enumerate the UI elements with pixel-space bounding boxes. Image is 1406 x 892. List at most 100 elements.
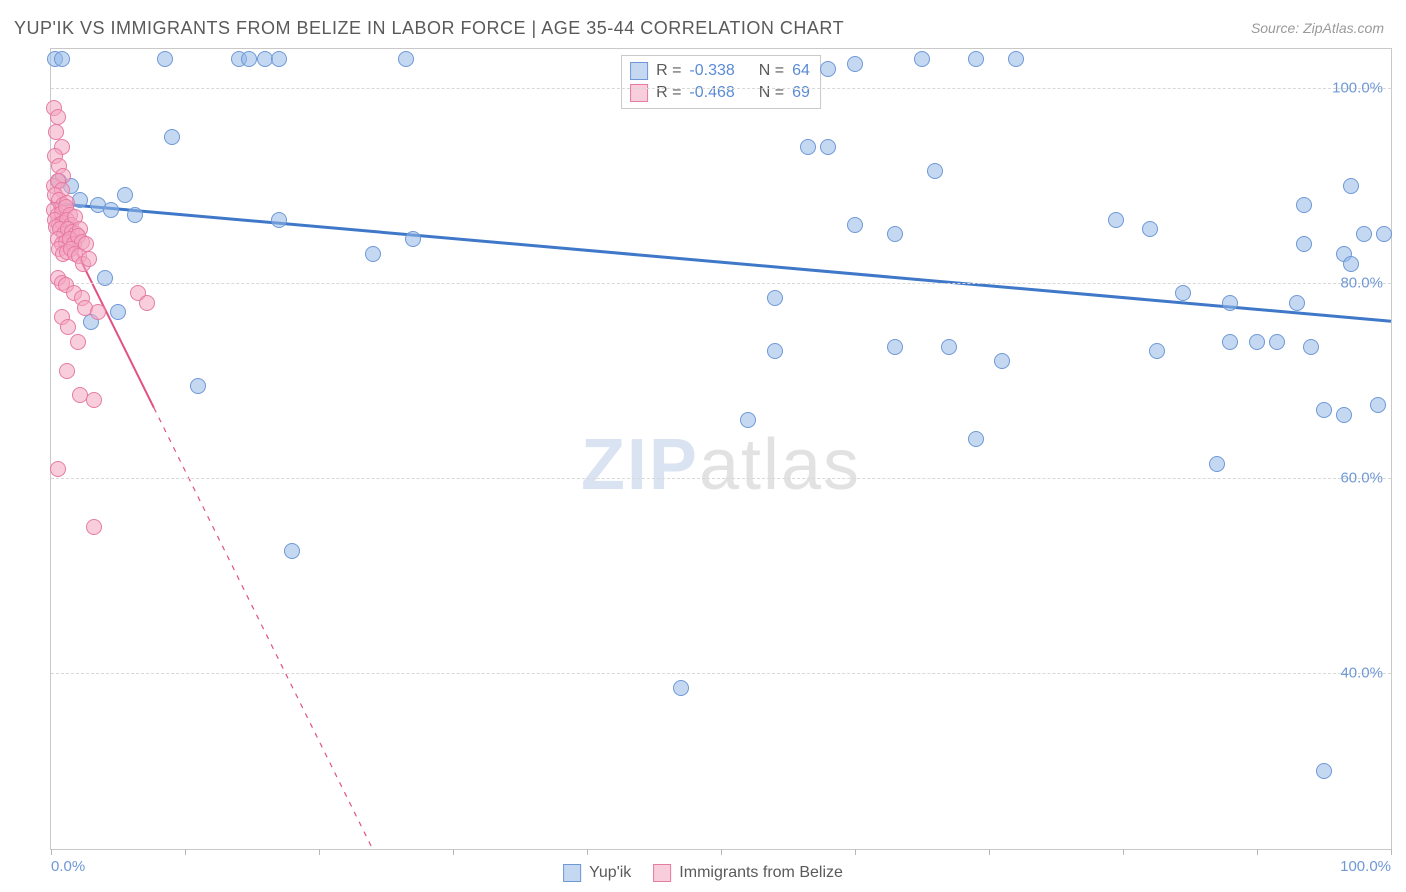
data-point xyxy=(398,51,414,67)
data-point xyxy=(97,270,113,286)
data-point xyxy=(1008,51,1024,67)
data-point xyxy=(820,61,836,77)
legend-label: Yup'ik xyxy=(589,864,631,882)
data-point xyxy=(103,202,119,218)
x-tick-mark xyxy=(1123,849,1124,855)
data-point xyxy=(767,343,783,359)
y-tick-label: 60.0% xyxy=(1340,470,1383,487)
data-point xyxy=(70,334,86,350)
legend-swatch xyxy=(563,864,581,882)
data-point xyxy=(1336,407,1352,423)
data-point xyxy=(117,187,133,203)
n-value: 69 xyxy=(792,82,810,104)
correlation-legend-row: R = -0.468 N = 69 xyxy=(630,82,810,104)
data-point xyxy=(241,51,257,67)
data-point xyxy=(1149,343,1165,359)
data-point xyxy=(847,217,863,233)
correlation-legend-row: R = -0.338 N = 64 xyxy=(630,60,810,82)
data-point xyxy=(271,212,287,228)
legend-label: Immigrants from Belize xyxy=(679,864,843,882)
data-point xyxy=(887,226,903,242)
data-point xyxy=(127,207,143,223)
source-label: Source: ZipAtlas.com xyxy=(1251,20,1384,36)
n-value: 64 xyxy=(792,60,810,82)
data-point xyxy=(1142,221,1158,237)
x-tick-mark xyxy=(51,849,52,855)
gridline xyxy=(51,478,1391,479)
data-point xyxy=(164,129,180,145)
data-point xyxy=(157,51,173,67)
y-tick-label: 80.0% xyxy=(1340,275,1383,292)
data-point xyxy=(820,139,836,155)
x-tick-mark xyxy=(185,849,186,855)
data-point xyxy=(800,139,816,155)
data-point xyxy=(405,231,421,247)
data-point xyxy=(1249,334,1265,350)
data-point xyxy=(1370,397,1386,413)
data-point xyxy=(740,412,756,428)
legend-item: Immigrants from Belize xyxy=(653,864,843,882)
x-tick-mark xyxy=(1391,849,1392,855)
x-tick-mark xyxy=(855,849,856,855)
x-tick-mark xyxy=(319,849,320,855)
data-point xyxy=(1108,212,1124,228)
n-label: N = xyxy=(759,60,784,82)
data-point xyxy=(1356,226,1372,242)
data-point xyxy=(72,192,88,208)
data-point xyxy=(50,461,66,477)
x-tick-mark xyxy=(721,849,722,855)
data-point xyxy=(59,363,75,379)
y-tick-label: 40.0% xyxy=(1340,665,1383,682)
data-point xyxy=(914,51,930,67)
data-point xyxy=(1316,402,1332,418)
data-point xyxy=(994,353,1010,369)
data-point xyxy=(1209,456,1225,472)
legend-swatch xyxy=(653,864,671,882)
x-tick-label: 0.0% xyxy=(51,858,85,875)
chart-title: YUP'IK VS IMMIGRANTS FROM BELIZE IN LABO… xyxy=(14,18,844,39)
x-tick-mark xyxy=(453,849,454,855)
legend-swatch xyxy=(630,84,648,102)
data-point xyxy=(941,339,957,355)
regression-lines xyxy=(51,49,1391,849)
gridline xyxy=(51,283,1391,284)
data-point xyxy=(1316,763,1332,779)
data-point xyxy=(1303,339,1319,355)
data-point xyxy=(1222,334,1238,350)
legend-item: Yup'ik xyxy=(563,864,631,882)
data-point xyxy=(60,319,76,335)
gridline xyxy=(51,88,1391,89)
plot-area: ZIPatlas R = -0.338 N = 64 R = -0.468 N … xyxy=(50,48,1392,850)
data-point xyxy=(139,295,155,311)
correlation-legend: R = -0.338 N = 64 R = -0.468 N = 69 xyxy=(621,55,821,109)
r-label: R = xyxy=(656,82,681,104)
series-legend: Yup'ik Immigrants from Belize xyxy=(563,864,843,882)
data-point xyxy=(968,51,984,67)
data-point xyxy=(50,109,66,125)
data-point xyxy=(1376,226,1392,242)
r-value: -0.338 xyxy=(689,60,734,82)
data-point xyxy=(847,56,863,72)
data-point xyxy=(1343,178,1359,194)
x-tick-mark xyxy=(587,849,588,855)
data-point xyxy=(1269,334,1285,350)
data-point xyxy=(887,339,903,355)
x-tick-mark xyxy=(989,849,990,855)
data-point xyxy=(968,431,984,447)
data-point xyxy=(365,246,381,262)
data-point xyxy=(86,519,102,535)
data-point xyxy=(1296,236,1312,252)
chart-container: YUP'IK VS IMMIGRANTS FROM BELIZE IN LABO… xyxy=(0,0,1406,892)
x-tick-mark xyxy=(1257,849,1258,855)
data-point xyxy=(767,290,783,306)
data-point xyxy=(927,163,943,179)
data-point xyxy=(54,51,70,67)
data-point xyxy=(81,251,97,267)
data-point xyxy=(1222,295,1238,311)
data-point xyxy=(90,304,106,320)
data-point xyxy=(284,543,300,559)
data-point xyxy=(673,680,689,696)
data-point xyxy=(1296,197,1312,213)
y-tick-label: 100.0% xyxy=(1332,80,1383,97)
watermark: ZIPatlas xyxy=(581,424,861,506)
